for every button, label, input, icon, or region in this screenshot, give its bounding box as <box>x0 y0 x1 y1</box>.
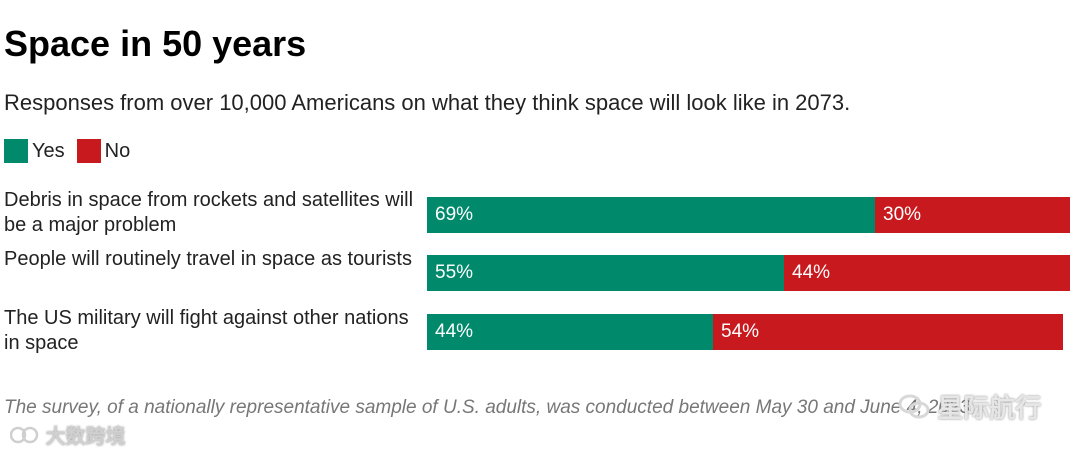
category-label: Debris in space from rockets and satelli… <box>4 189 414 236</box>
bar-label-no: 54% <box>721 321 760 342</box>
watermark-left: 大数跨境 <box>9 420 126 452</box>
legend-label-yes: Yes <box>32 139 65 162</box>
bar-yes: 44% <box>427 314 713 350</box>
watermark-left-text: 大数跨境 <box>45 426 126 448</box>
chart-row: People will routinely travel in space as… <box>0 247 1080 307</box>
chart-subtitle: Responses from over 10,000 Americans on … <box>4 90 851 115</box>
legend-swatch-yes <box>4 139 28 163</box>
bar-label-yes: 55% <box>435 262 474 283</box>
wechat-icon <box>898 393 930 428</box>
bar-no: 30% <box>875 197 1070 233</box>
chart-row: Debris in space from rockets and satelli… <box>0 188 1080 248</box>
watermark-logo-icon <box>9 424 40 452</box>
bar-yes: 55% <box>427 255 784 291</box>
bar-track: 55% 44% <box>427 255 1076 291</box>
category-label: People will routinely travel in space as… <box>4 248 412 270</box>
bar-label-no: 30% <box>883 204 922 225</box>
bar-no: 44% <box>784 255 1070 291</box>
bar-track: 44% 54% <box>427 314 1076 350</box>
category-label: The US military will fight against other… <box>4 307 409 354</box>
footnote: The survey, of a nationally representati… <box>4 397 976 418</box>
bar-track: 69% 30% <box>427 197 1076 233</box>
bar-no: 54% <box>713 314 1063 350</box>
legend-label-no: No <box>104 139 131 162</box>
legend: Yes No <box>4 138 142 164</box>
bar-label-yes: 44% <box>435 321 474 342</box>
legend-swatch-no <box>76 139 101 163</box>
bar-label-yes: 69% <box>435 204 474 225</box>
bar-yes: 69% <box>427 197 875 233</box>
chart-row: The US military will fight against other… <box>0 306 1080 366</box>
bar-label-no: 44% <box>792 262 831 283</box>
watermark-right-text: 星际航行 <box>937 393 1042 423</box>
watermark-right: 星际航行 <box>898 388 1041 428</box>
chart-title: Space in 50 years <box>4 23 307 64</box>
